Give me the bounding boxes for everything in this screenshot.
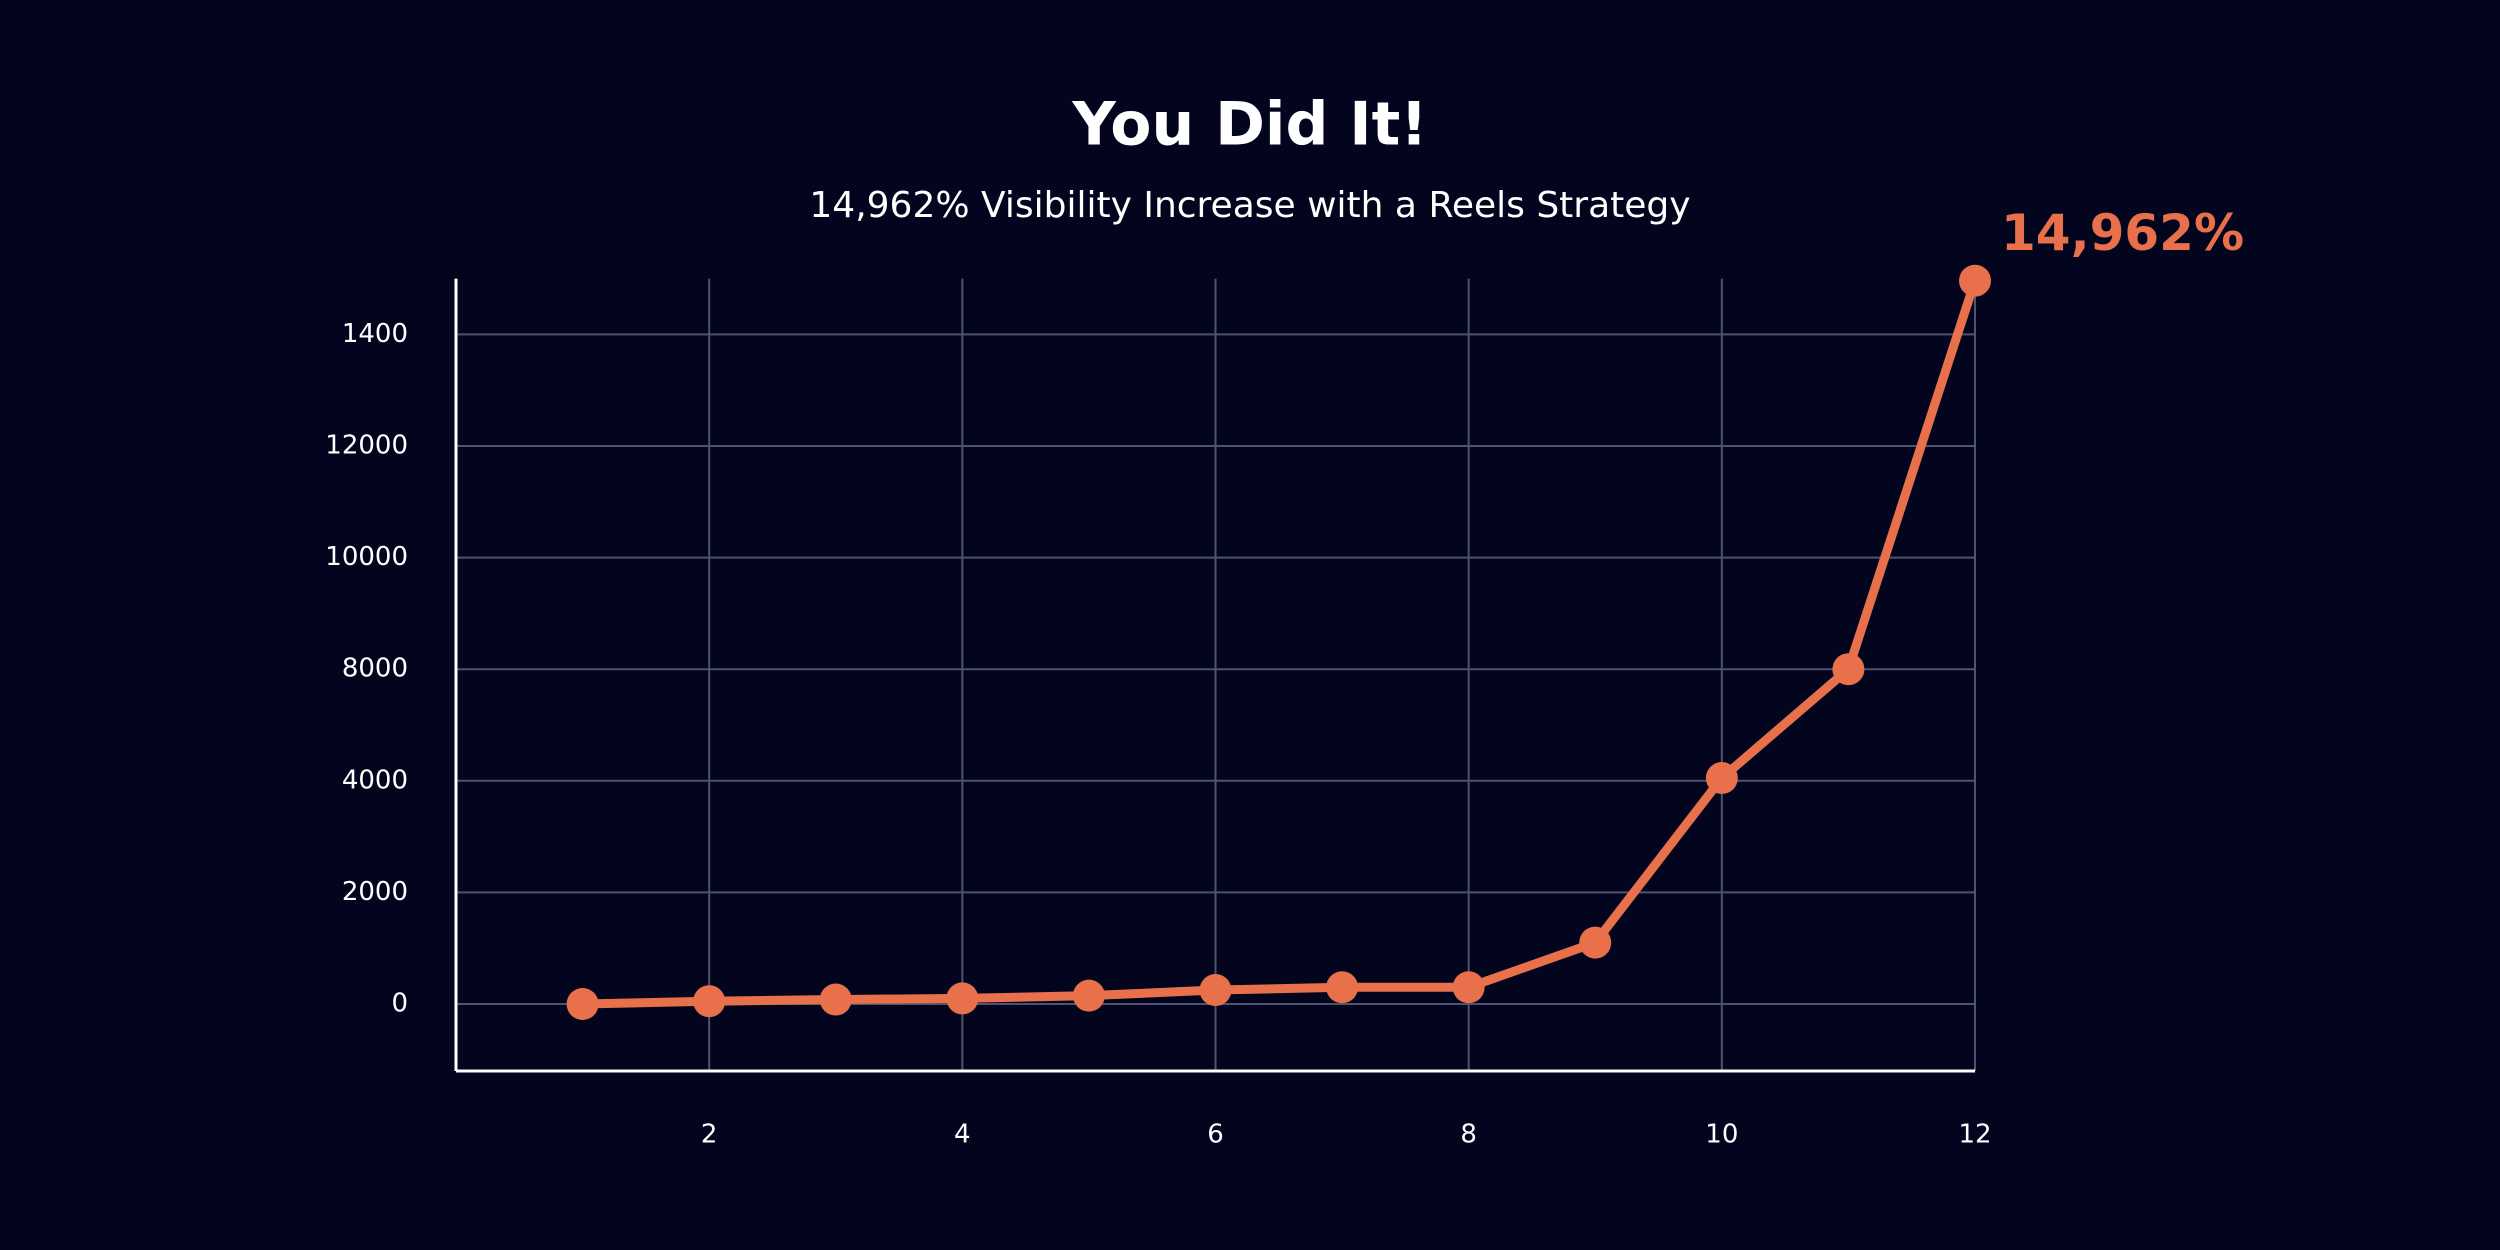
x-tick-label: 8 <box>1460 1120 1477 1150</box>
data-point <box>946 982 979 1015</box>
y-tick-label: 0 <box>391 989 408 1019</box>
series-line <box>582 279 1980 1009</box>
data-point <box>1452 971 1485 1004</box>
data-point <box>1326 971 1359 1004</box>
data-point <box>693 985 726 1018</box>
data-point <box>1199 974 1232 1007</box>
x-tick-label: 2 <box>701 1120 718 1150</box>
x-tick-label: 6 <box>1207 1120 1224 1150</box>
y-tick-label: 2000 <box>342 877 408 907</box>
data-point <box>1579 926 1612 959</box>
x-tick-label: 4 <box>954 1120 971 1150</box>
x-tick-label: 12 <box>1958 1120 1991 1150</box>
y-tick-label: 12000 <box>325 431 408 461</box>
y-tick-label: 8000 <box>342 654 408 684</box>
data-point <box>819 983 852 1016</box>
chart-subtitle: 14,962% Visibility Increase with a Reels… <box>809 185 1690 226</box>
y-tick-label: 10000 <box>325 542 408 572</box>
y-tick-label: 4000 <box>342 765 408 795</box>
data-point <box>1959 264 1991 297</box>
data-point <box>1072 979 1105 1012</box>
data-label: 14,962% <box>2001 204 2244 262</box>
data-point <box>1705 762 1738 795</box>
x-tick-label: 10 <box>1705 1120 1738 1150</box>
data-point <box>566 988 599 1020</box>
data-point <box>1832 653 1865 686</box>
y-tick-label: 1400 <box>342 319 408 349</box>
chart-title: You Did It! <box>1071 90 1427 160</box>
